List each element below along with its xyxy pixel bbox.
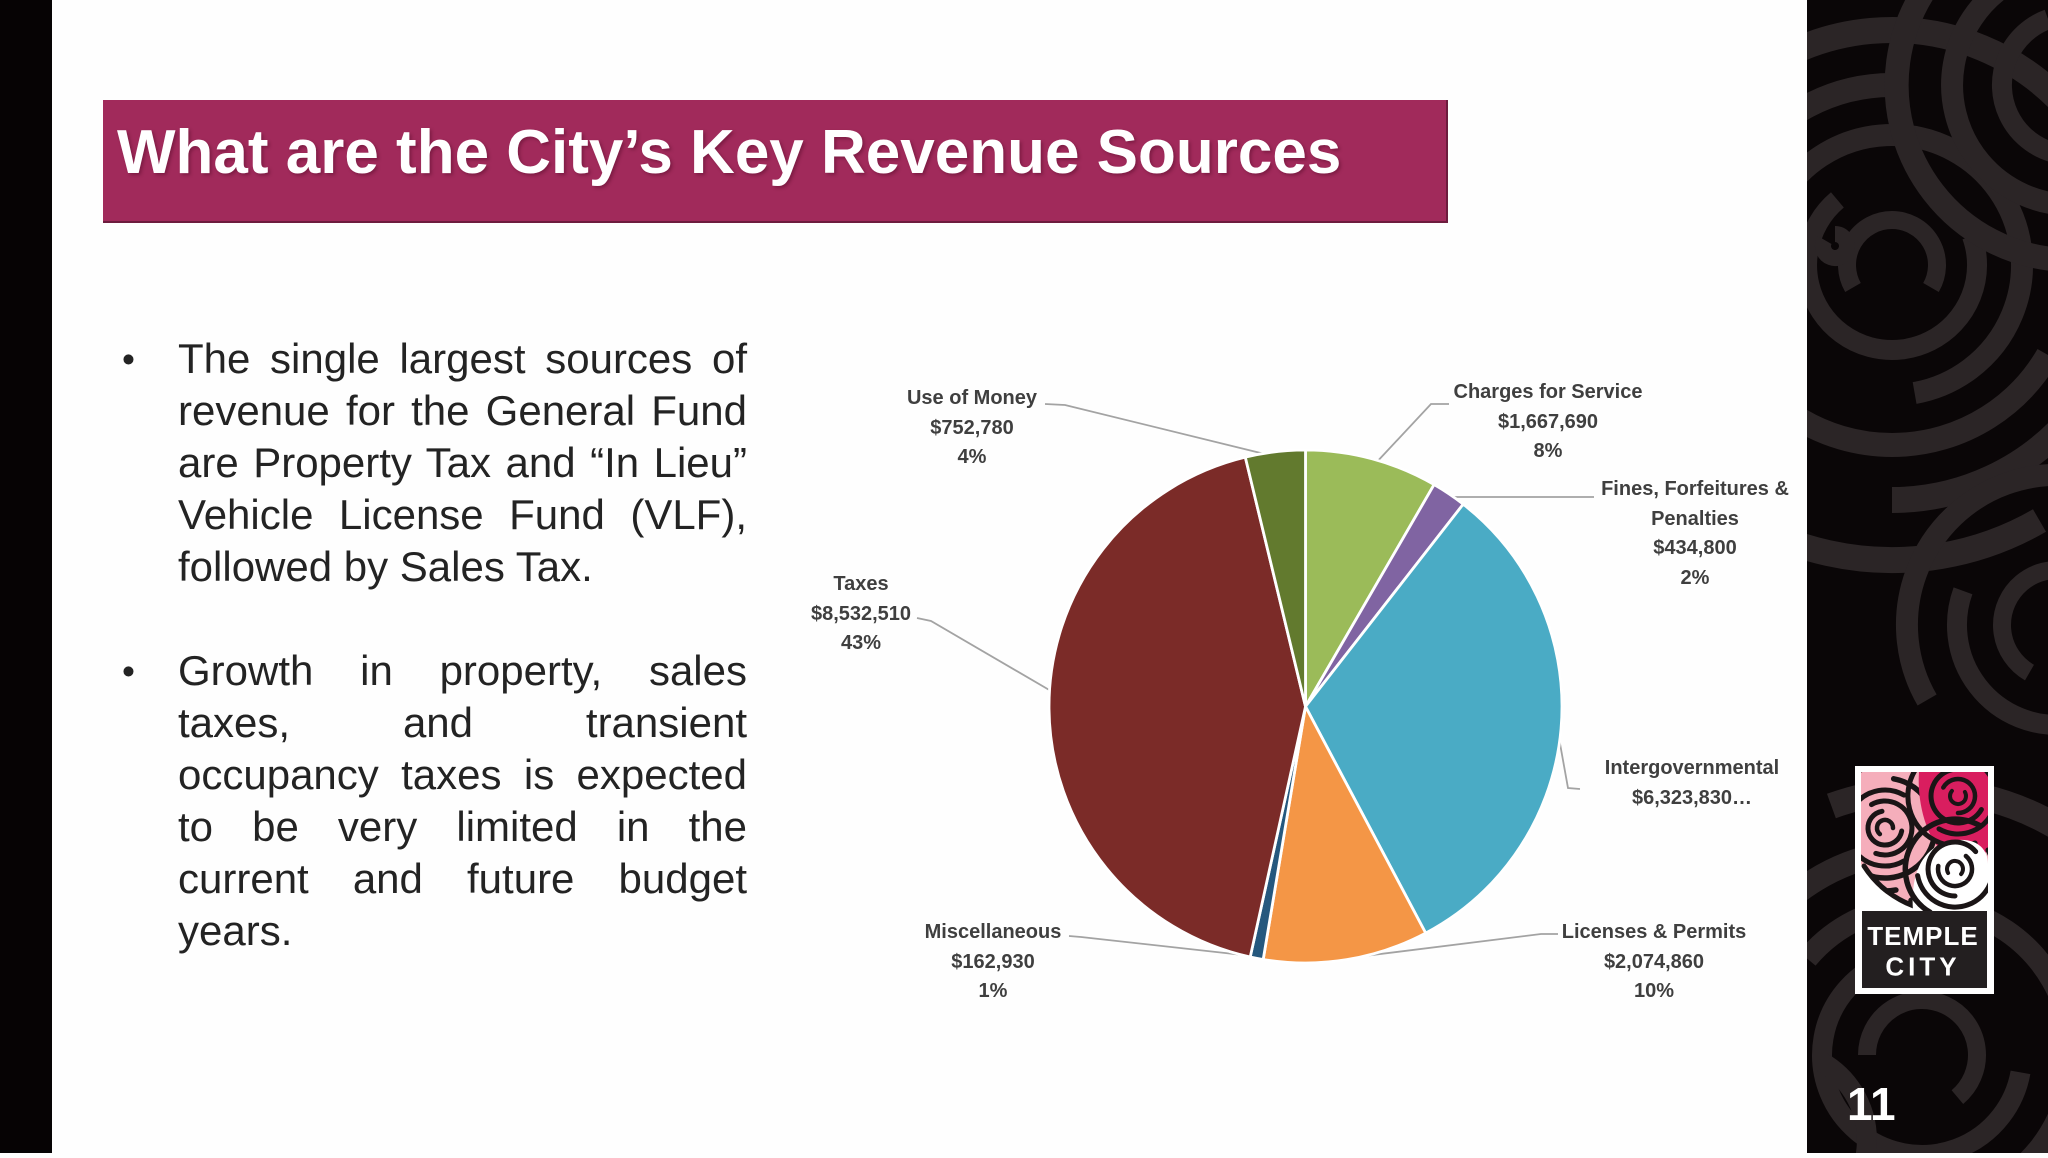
- svg-text:TEMPLE: TEMPLE: [1867, 921, 1978, 951]
- svg-text:CITY: CITY: [1885, 952, 1960, 982]
